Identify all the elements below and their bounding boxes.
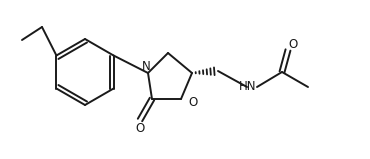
Text: N: N (142, 61, 150, 73)
Text: O: O (288, 38, 297, 52)
Text: HN: HN (239, 80, 257, 93)
Text: O: O (135, 121, 145, 135)
Text: O: O (188, 97, 198, 110)
